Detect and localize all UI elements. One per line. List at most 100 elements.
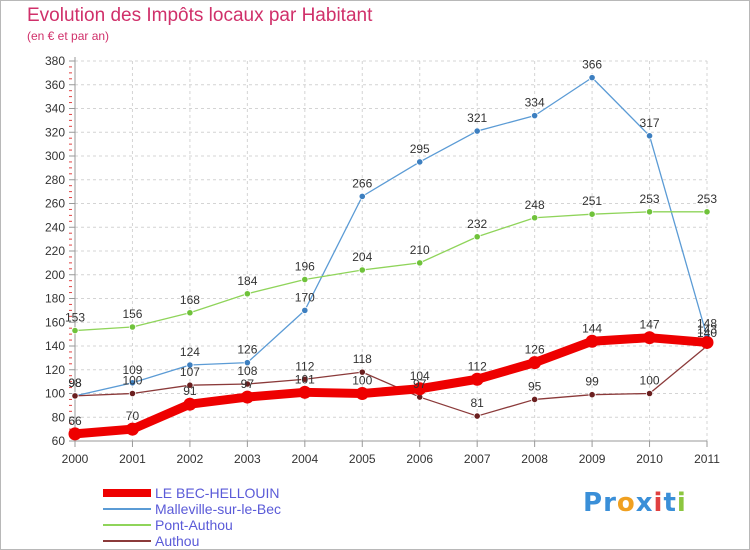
data-point-malleville-sur-le-bec	[243, 359, 251, 367]
data-point-pont-authou	[243, 290, 251, 298]
y-tick-label: 160	[45, 315, 65, 329]
x-tick-label: 2003	[234, 452, 261, 466]
data-point-authou	[473, 412, 481, 420]
data-label-authou: 98	[68, 376, 82, 390]
data-point-authou	[645, 389, 654, 398]
data-point-pont-authou	[645, 208, 654, 216]
y-tick-label: 120	[45, 363, 65, 377]
logo-letter: x	[635, 488, 654, 518]
proxiti-logo: Proxiti	[583, 488, 687, 518]
data-label-le-bec-hellouin: 144	[582, 321, 602, 335]
data-point-pont-authou	[416, 259, 424, 267]
data-point-malleville-sur-le-bec	[645, 132, 654, 140]
data-label-malleville-sur-le-bec: 124	[180, 345, 200, 359]
series-line-malleville-sur-le-bec	[74, 76, 708, 397]
data-label-pont-authou: 184	[237, 274, 257, 288]
data-label-le-bec-hellouin: 101	[295, 372, 315, 386]
data-label-authou: 118	[353, 352, 372, 366]
y-tick-label: 260	[45, 197, 65, 211]
data-labels-layer: 98 109 124 126 170 266 295 321 334 366 317 148 153 15…	[65, 58, 717, 428]
data-label-pont-authou: 253	[640, 192, 660, 206]
y-tick-label: 360	[45, 78, 65, 92]
data-point-le-bec-hellouin	[68, 427, 82, 441]
y-tick-label: 140	[45, 339, 65, 353]
data-point-malleville-sur-le-bec	[186, 361, 194, 369]
data-label-pont-authou: 232	[467, 217, 487, 231]
data-label-malleville-sur-le-bec: 366	[582, 58, 602, 72]
data-label-malleville-sur-le-bec: 109	[122, 363, 142, 377]
data-label-authou: 81	[471, 396, 485, 410]
data-label-le-bec-hellouin: 112	[468, 359, 487, 373]
data-label-pont-authou: 196	[295, 260, 315, 274]
x-tick-label: 2010	[636, 452, 663, 466]
y-tick-label: 300	[45, 149, 65, 163]
axes: 60 80 100 120 140 160 180 200 220 240 260 280 300 320…	[45, 54, 720, 466]
y-tick-label: 320	[45, 125, 65, 139]
data-point-le-bec-hellouin	[240, 390, 254, 404]
data-label-pont-authou: 156	[122, 307, 142, 321]
legend-swatch	[103, 524, 151, 526]
data-label-malleville-sur-le-bec: 98	[68, 376, 82, 390]
data-label-authou: 140	[697, 326, 717, 340]
data-point-pont-authou	[703, 208, 711, 216]
x-tick-label: 2004	[291, 452, 318, 466]
data-label-malleville-sur-le-bec: 321	[467, 111, 487, 125]
data-point-authou	[358, 368, 366, 376]
data-point-le-bec-hellouin	[183, 397, 197, 411]
logo-letter: i	[676, 488, 687, 518]
y-tick-label: 60	[52, 434, 66, 448]
data-label-pont-authou: 251	[582, 194, 602, 208]
data-label-pont-authou: 253	[697, 192, 717, 206]
y-tick-label: 340	[45, 102, 65, 116]
data-point-le-bec-hellouin	[298, 385, 312, 399]
data-point-pont-authou	[358, 266, 366, 274]
data-label-malleville-sur-le-bec: 170	[295, 290, 315, 304]
data-label-le-bec-hellouin: 70	[126, 409, 140, 423]
logo-letter: i	[653, 488, 664, 518]
x-tick-label: 2002	[177, 452, 204, 466]
data-point-malleville-sur-le-bec	[416, 158, 424, 166]
data-label-pont-authou: 248	[525, 198, 545, 212]
data-label-malleville-sur-le-bec: 126	[237, 343, 257, 357]
data-point-authou	[531, 395, 539, 404]
x-tick-label: 2009	[579, 452, 606, 466]
logo-letter: t	[663, 488, 677, 518]
legend-label: Pont-Authou	[155, 517, 233, 533]
data-label-malleville-sur-le-bec: 266	[352, 176, 372, 190]
legend-item-le-bec-hellouin: LE BEC-HELLOUIN	[103, 485, 363, 501]
data-point-malleville-sur-le-bec	[531, 112, 539, 120]
data-label-authou: 107	[180, 365, 200, 379]
legend-item-authou: Authou	[103, 533, 363, 549]
data-label-authou: 95	[528, 379, 542, 393]
data-point-authou	[301, 375, 309, 383]
series-line-pont-authou	[74, 211, 708, 332]
data-point-malleville-sur-le-bec	[358, 192, 366, 200]
data-label-malleville-sur-le-bec: 295	[410, 142, 430, 156]
legend-item-pont-authou: Pont-Authou	[103, 517, 363, 533]
legend-label: Malleville-sur-le-Bec	[155, 501, 282, 517]
legend-swatch	[103, 489, 151, 497]
data-point-malleville-sur-le-bec	[473, 127, 481, 135]
series-line-le-bec-hellouin	[70, 333, 712, 439]
data-label-authou: 112	[295, 359, 314, 373]
data-label-authou: 97	[413, 377, 427, 391]
data-point-le-bec-hellouin	[355, 387, 369, 400]
x-tick-label: 2001	[119, 452, 146, 466]
y-tick-label: 240	[45, 220, 65, 234]
y-tick-label: 380	[45, 54, 65, 68]
data-label-pont-authou: 168	[180, 293, 200, 307]
data-point-le-bec-hellouin	[528, 356, 542, 370]
series-layer	[68, 74, 714, 441]
logo-letter: r	[603, 488, 617, 518]
data-label-authou: 100	[122, 374, 142, 388]
data-point-pont-authou	[301, 275, 309, 284]
y-tick-label: 200	[45, 268, 65, 282]
data-label-malleville-sur-le-bec: 334	[525, 96, 545, 110]
data-point-pont-authou	[71, 326, 79, 335]
data-label-le-bec-hellouin: 66	[68, 414, 82, 428]
data-point-malleville-sur-le-bec	[588, 74, 596, 82]
data-label-malleville-sur-le-bec: 317	[640, 116, 660, 130]
data-point-le-bec-hellouin	[585, 334, 599, 348]
data-point-pont-authou	[186, 309, 194, 317]
